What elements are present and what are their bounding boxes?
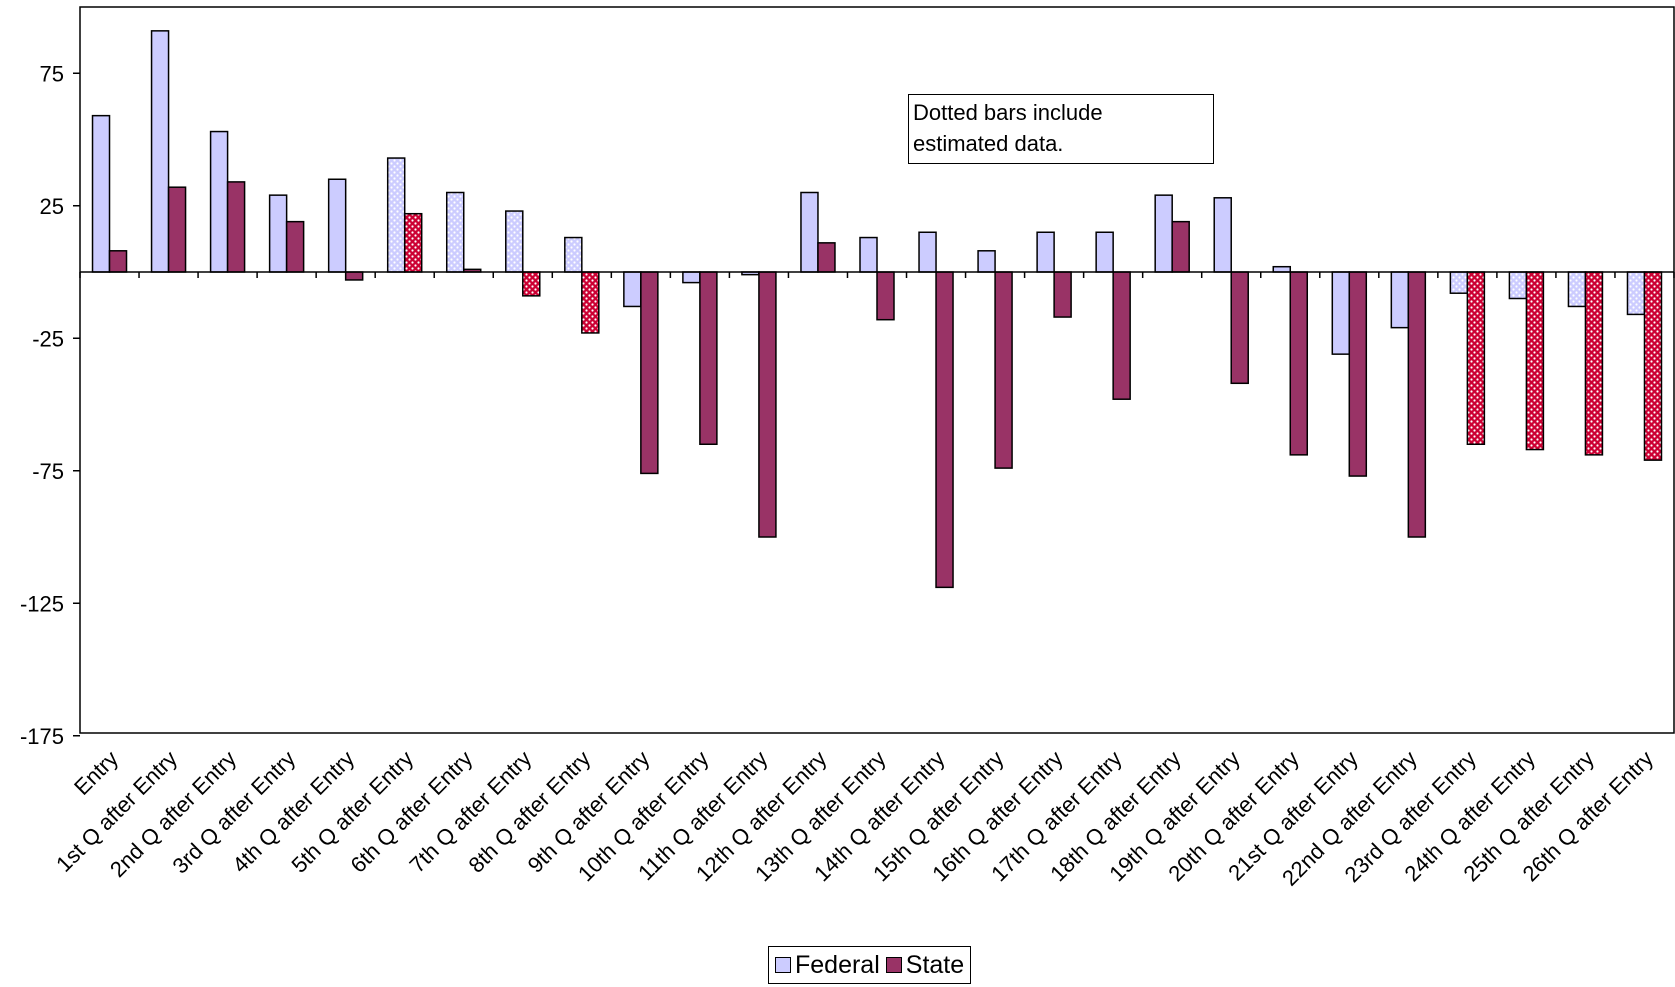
y-tick-label: -175 bbox=[20, 724, 64, 749]
bar-state-18th-q-after-entry bbox=[1171, 220, 1190, 273]
bar-state-26th-q-after-entry bbox=[1643, 271, 1663, 461]
x-axis-ticks bbox=[79, 272, 1675, 278]
bar-state-3rd-q-after-entry bbox=[285, 220, 305, 273]
bar-state-entry bbox=[108, 250, 128, 273]
bar-federal-3rd-q-after-entry bbox=[268, 194, 288, 273]
bar-state-19th-q-after-entry bbox=[1230, 271, 1249, 385]
bar-state-22nd-q-after-entry bbox=[1407, 271, 1427, 538]
legend: Federal State bbox=[768, 946, 972, 984]
bar-state-25th-q-after-entry bbox=[1584, 271, 1604, 456]
bar-federal-21st-q-after-entry bbox=[1331, 271, 1351, 355]
bar-federal-12th-q-after-entry bbox=[800, 191, 819, 273]
bar-federal-15th-q-after-entry bbox=[977, 250, 996, 273]
bar-federal-18th-q-after-entry bbox=[1154, 194, 1173, 273]
bar-federal-2nd-q-after-entry bbox=[209, 130, 229, 273]
bar-federal-5th-q-after-entry bbox=[386, 157, 406, 273]
annotation-line-2: estimated data. bbox=[913, 131, 1064, 156]
bar-state-11th-q-after-entry bbox=[758, 271, 777, 538]
legend-label-federal: Federal bbox=[795, 950, 880, 979]
bar-state-4th-q-after-entry bbox=[344, 271, 364, 281]
plot-area bbox=[79, 6, 1675, 734]
bar-federal-22nd-q-after-entry bbox=[1390, 271, 1410, 329]
bar-federal-14th-q-after-entry bbox=[918, 231, 937, 273]
bars-group bbox=[91, 30, 1663, 589]
bar-federal-4th-q-after-entry bbox=[327, 178, 347, 273]
bar-federal-10th-q-after-entry bbox=[682, 271, 701, 284]
bar-federal-19th-q-after-entry bbox=[1213, 197, 1232, 273]
bar-state-23rd-q-after-entry bbox=[1466, 271, 1486, 445]
legend-swatch-federal bbox=[775, 957, 791, 973]
bar-state-16th-q-after-entry bbox=[1053, 271, 1072, 318]
y-tick-label: -125 bbox=[20, 591, 64, 616]
bar-state-2nd-q-after-entry bbox=[226, 181, 246, 273]
bar-state-17th-q-after-entry bbox=[1112, 271, 1131, 400]
bar-federal-26th-q-after-entry bbox=[1626, 271, 1646, 316]
y-tick-label: -25 bbox=[32, 326, 64, 351]
bar-federal-9th-q-after-entry bbox=[623, 271, 642, 308]
bar-federal-24th-q-after-entry bbox=[1508, 271, 1528, 300]
bar-state-8th-q-after-entry bbox=[581, 271, 600, 334]
bar-federal-25th-q-after-entry bbox=[1567, 271, 1587, 308]
bar-state-15th-q-after-entry bbox=[994, 271, 1013, 469]
bar-state-1st-q-after-entry bbox=[167, 186, 187, 273]
bar-federal-23rd-q-after-entry bbox=[1449, 271, 1469, 294]
annotation-box: Dotted bars include estimated data. bbox=[908, 94, 1214, 164]
bar-federal-16th-q-after-entry bbox=[1036, 231, 1055, 273]
annotation-line-1: Dotted bars include bbox=[913, 100, 1103, 125]
y-axis: 75 25 -25 -75 -125 -175 bbox=[20, 61, 80, 749]
y-tick-label: -75 bbox=[32, 459, 64, 484]
bar-federal-entry bbox=[91, 114, 111, 273]
bar-federal-7th-q-after-entry bbox=[505, 210, 524, 273]
bar-state-13th-q-after-entry bbox=[876, 271, 895, 321]
y-tick-label: 75 bbox=[40, 61, 64, 86]
legend-item-state: State bbox=[885, 950, 965, 980]
bar-state-24th-q-after-entry bbox=[1525, 271, 1545, 451]
bar-federal-6th-q-after-entry bbox=[445, 191, 465, 273]
bar-state-14th-q-after-entry bbox=[935, 271, 954, 589]
bar-state-10th-q-after-entry bbox=[699, 271, 718, 445]
bar-federal-8th-q-after-entry bbox=[564, 236, 583, 273]
legend-item-federal: Federal bbox=[775, 951, 880, 980]
bar-federal-1st-q-after-entry bbox=[150, 30, 170, 273]
legend-label-state: State bbox=[905, 950, 965, 979]
x-tick-label-entry: Entry bbox=[69, 746, 123, 800]
bar-federal-17th-q-after-entry bbox=[1095, 231, 1114, 273]
legend-swatch-state bbox=[885, 957, 902, 973]
bar-state-9th-q-after-entry bbox=[640, 271, 659, 475]
bar-state-7th-q-after-entry bbox=[522, 271, 541, 297]
bar-state-12th-q-after-entry bbox=[817, 242, 836, 273]
y-tick-label: 25 bbox=[40, 194, 64, 219]
bar-federal-13th-q-after-entry bbox=[859, 236, 878, 273]
bar-federal-20th-q-after-entry bbox=[1272, 265, 1292, 273]
bar-state-20th-q-after-entry bbox=[1289, 271, 1309, 456]
bar-state-21st-q-after-entry bbox=[1348, 271, 1368, 477]
bar-state-5th-q-after-entry bbox=[403, 212, 423, 273]
